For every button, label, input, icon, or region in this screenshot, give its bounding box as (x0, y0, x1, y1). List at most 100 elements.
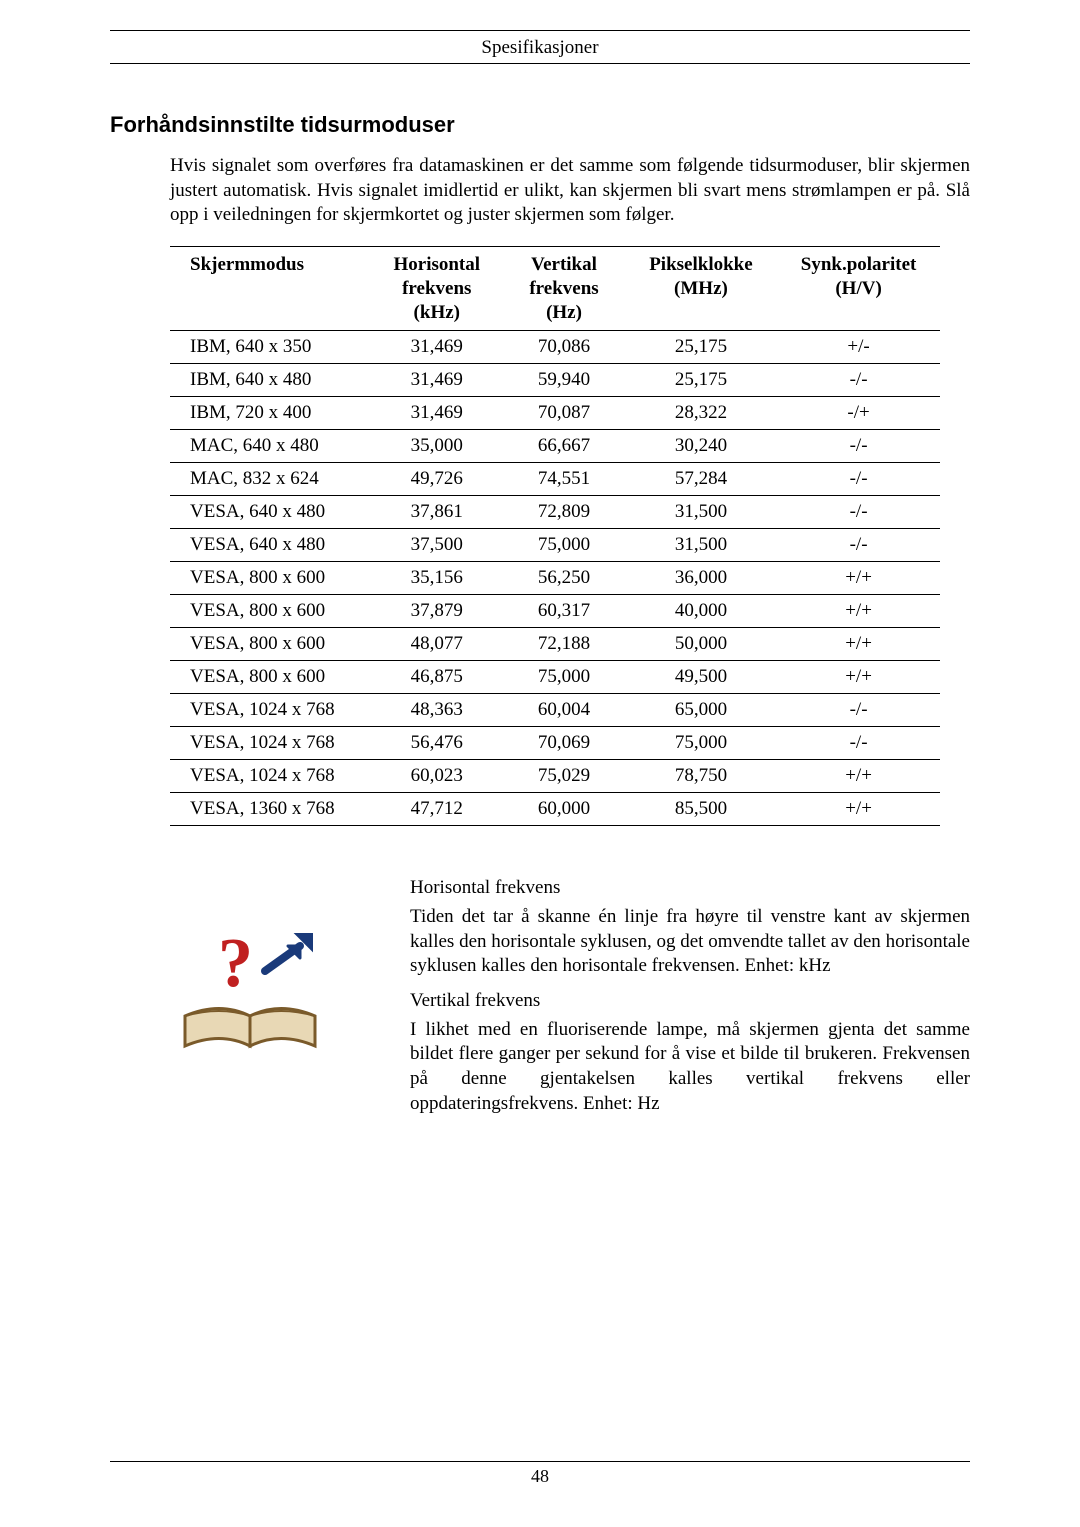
table-cell: VESA, 1024 x 768 (170, 727, 370, 760)
table-cell: 31,469 (370, 331, 503, 364)
table-row: VESA, 1024 x 76848,36360,00465,000-/- (170, 694, 940, 727)
table-row: IBM, 640 x 48031,46959,94025,175-/- (170, 364, 940, 397)
col-header-hfreq: Horisontalfrekvens(kHz) (370, 247, 503, 331)
table-cell: +/- (777, 331, 940, 364)
table-cell: +/+ (777, 793, 940, 826)
table-cell: -/+ (777, 397, 940, 430)
table-cell: 57,284 (625, 463, 777, 496)
table-cell: 37,861 (370, 496, 503, 529)
table-cell: 78,750 (625, 760, 777, 793)
table-cell: 59,940 (503, 364, 625, 397)
info-para-hfreq: Tiden det tar å skanne én linje fra høyr… (410, 905, 970, 979)
table-cell: -/- (777, 529, 940, 562)
col-header-syncpol: Synk.polaritet(H/V) (777, 247, 940, 331)
table-cell: 60,000 (503, 793, 625, 826)
table-cell: VESA, 800 x 600 (170, 661, 370, 694)
col-header-mode: Skjermmodus (170, 247, 370, 331)
table-cell: VESA, 1360 x 768 (170, 793, 370, 826)
table-cell: 49,726 (370, 463, 503, 496)
table-cell: VESA, 800 x 600 (170, 562, 370, 595)
table-cell: 56,476 (370, 727, 503, 760)
table-row: MAC, 832 x 62449,72674,55157,284-/- (170, 463, 940, 496)
table-cell: -/- (777, 727, 940, 760)
table-row: VESA, 800 x 60037,87960,31740,000+/+ (170, 595, 940, 628)
table-row: VESA, 800 x 60035,15656,25036,000+/+ (170, 562, 940, 595)
table-row: IBM, 720 x 40031,46970,08728,322-/+ (170, 397, 940, 430)
table-cell: 75,000 (503, 661, 625, 694)
table-cell: MAC, 832 x 624 (170, 463, 370, 496)
table-cell: IBM, 640 x 350 (170, 331, 370, 364)
intro-paragraph: Hvis signalet som overføres fra datamask… (170, 154, 970, 228)
table-cell: 75,000 (503, 529, 625, 562)
table-cell: 60,317 (503, 595, 625, 628)
table-cell: 31,469 (370, 397, 503, 430)
table-cell: 28,322 (625, 397, 777, 430)
table-cell: 37,500 (370, 529, 503, 562)
table-cell: 47,712 (370, 793, 503, 826)
table-cell: 30,240 (625, 430, 777, 463)
table-cell: 75,029 (503, 760, 625, 793)
table-cell: 31,469 (370, 364, 503, 397)
table-cell: VESA, 800 x 600 (170, 628, 370, 661)
table-row: VESA, 640 x 48037,86172,80931,500-/- (170, 496, 940, 529)
table-cell: 74,551 (503, 463, 625, 496)
table-cell: 48,363 (370, 694, 503, 727)
col-header-pixelclock: Pikselklokke(MHz) (625, 247, 777, 331)
table-cell: 25,175 (625, 364, 777, 397)
page-number: 48 (110, 1462, 970, 1487)
table-cell: 56,250 (503, 562, 625, 595)
table-row: VESA, 1360 x 76847,71260,00085,500+/+ (170, 793, 940, 826)
table-cell: 50,000 (625, 628, 777, 661)
table-cell: 40,000 (625, 595, 777, 628)
table-cell: +/+ (777, 562, 940, 595)
table-cell: 75,000 (625, 727, 777, 760)
table-cell: 66,667 (503, 430, 625, 463)
table-cell: VESA, 640 x 480 (170, 496, 370, 529)
info-subhead-vfreq: Vertikal frekvens (410, 989, 970, 1014)
timing-modes-table: Skjermmodus Horisontalfrekvens(kHz) Vert… (170, 246, 940, 826)
table-cell: -/- (777, 694, 940, 727)
info-book-icon: ? (170, 876, 410, 1071)
table-cell: 25,175 (625, 331, 777, 364)
table-cell: -/- (777, 463, 940, 496)
col-header-vfreq: Vertikalfrekvens(Hz) (503, 247, 625, 331)
table-cell: +/+ (777, 661, 940, 694)
table-cell: 65,000 (625, 694, 777, 727)
table-cell: 35,156 (370, 562, 503, 595)
table-cell: VESA, 1024 x 768 (170, 760, 370, 793)
table-cell: VESA, 640 x 480 (170, 529, 370, 562)
table-cell: 31,500 (625, 529, 777, 562)
table-row: VESA, 640 x 48037,50075,00031,500-/- (170, 529, 940, 562)
table-cell: 36,000 (625, 562, 777, 595)
table-cell: VESA, 800 x 600 (170, 595, 370, 628)
table-row: VESA, 1024 x 76856,47670,06975,000-/- (170, 727, 940, 760)
table-cell: VESA, 1024 x 768 (170, 694, 370, 727)
table-cell: -/- (777, 364, 940, 397)
table-row: VESA, 1024 x 76860,02375,02978,750+/+ (170, 760, 940, 793)
table-cell: 37,879 (370, 595, 503, 628)
table-cell: 48,077 (370, 628, 503, 661)
table-cell: MAC, 640 x 480 (170, 430, 370, 463)
svg-text:?: ? (218, 925, 253, 1002)
table-cell: 35,000 (370, 430, 503, 463)
table-cell: 46,875 (370, 661, 503, 694)
table-cell: -/- (777, 430, 940, 463)
table-cell: 72,188 (503, 628, 625, 661)
table-cell: 72,809 (503, 496, 625, 529)
page-header: Spesifikasjoner (110, 31, 970, 64)
table-cell: +/+ (777, 628, 940, 661)
table-row: MAC, 640 x 48035,00066,66730,240-/- (170, 430, 940, 463)
info-subhead-hfreq: Horisontal frekvens (410, 876, 970, 901)
table-cell: 49,500 (625, 661, 777, 694)
table-cell: 85,500 (625, 793, 777, 826)
table-cell: 70,087 (503, 397, 625, 430)
table-cell: IBM, 720 x 400 (170, 397, 370, 430)
info-para-vfreq: I likhet med en fluoriserende lampe, må … (410, 1018, 970, 1117)
section-heading: Forhåndsinnstilte tidsurmoduser (110, 112, 970, 138)
table-cell: +/+ (777, 760, 940, 793)
table-cell: IBM, 640 x 480 (170, 364, 370, 397)
table-row: IBM, 640 x 35031,46970,08625,175+/- (170, 331, 940, 364)
table-cell: 60,004 (503, 694, 625, 727)
table-row: VESA, 800 x 60046,87575,00049,500+/+ (170, 661, 940, 694)
table-cell: 70,069 (503, 727, 625, 760)
